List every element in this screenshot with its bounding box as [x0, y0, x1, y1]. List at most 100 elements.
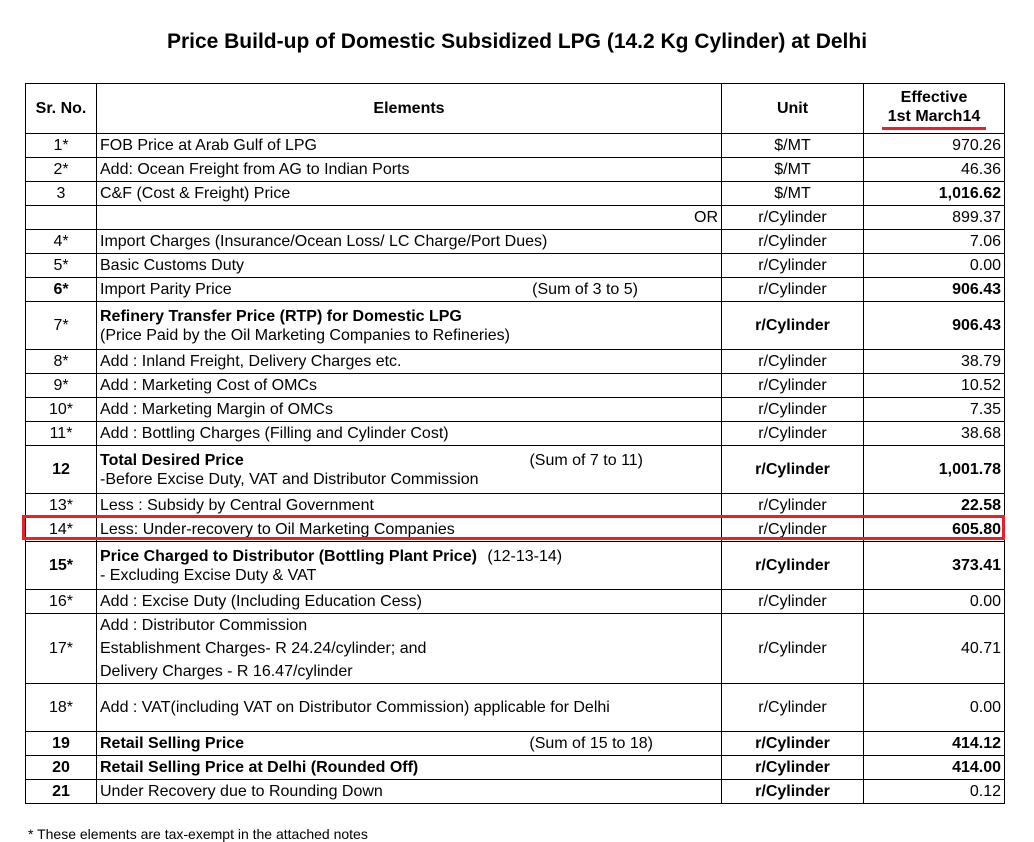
unit-cell: r/Cylinder: [721, 421, 864, 446]
header-sr-no: Sr. No.: [25, 83, 97, 134]
element-cell: Add: Ocean Freight from AG to Indian Por…: [96, 157, 722, 182]
unit-cell: r/Cylinder: [721, 779, 864, 804]
element-cell: Retail Selling Price at Delhi (Rounded O…: [96, 755, 722, 780]
value-cell: 38.68: [863, 421, 1005, 446]
value-cell: 414.00: [863, 755, 1005, 780]
value-cell: 970.26: [863, 133, 1005, 158]
value-cell: 1,001.78: [863, 445, 1005, 494]
table-row: 5* Basic Customs Duty r/Cylinder 0.00: [25, 253, 1005, 278]
element-line2: Establishment Charges- R 24.24/cylinder;…: [100, 640, 427, 657]
sr-cell: 7*: [25, 301, 97, 350]
sr-cell: 15*: [25, 541, 97, 590]
table-row: 4* Import Charges (Insurance/Ocean Loss/…: [25, 229, 1005, 254]
element-cell: Add : Inland Freight, Delivery Charges e…: [96, 349, 722, 374]
value-cell: 605.80: [863, 517, 1005, 542]
table-row: 8* Add : Inland Freight, Delivery Charge…: [25, 349, 1005, 374]
element-wrap: Total Desired Price (Sum of 7 to 11): [100, 451, 718, 470]
sr-cell: 5*: [25, 253, 97, 278]
value-cell: 0.00: [863, 683, 1005, 732]
value-cell: 7.06: [863, 229, 1005, 254]
element-cell: FOB Price at Arab Gulf of LPG: [96, 133, 722, 158]
sr-cell: 6*: [25, 277, 97, 302]
value-cell: 7.35: [863, 397, 1005, 422]
sr-cell: 4*: [25, 229, 97, 254]
sr-cell: 18*: [25, 683, 97, 732]
unit-cell: r/Cylinder: [721, 755, 864, 780]
unit-cell: r/Cylinder: [721, 349, 864, 374]
element-line2: - Excluding Excise Duty & VAT: [100, 566, 317, 584]
element-cell: Add : Excise Duty (Including Education C…: [96, 589, 722, 614]
element-cell: Import Charges (Insurance/Ocean Loss/ LC…: [96, 229, 722, 254]
value-cell: 414.12: [863, 731, 1005, 756]
unit-cell: r/Cylinder: [721, 589, 864, 614]
sr-cell: 12: [25, 445, 97, 494]
table-row: 10* Add : Marketing Margin of OMCs r/Cyl…: [25, 397, 1005, 422]
element-line1: Add : Distributor Commission: [100, 617, 308, 634]
value-cell: 373.41: [863, 541, 1005, 590]
header-effective-line1: Effective: [900, 88, 968, 106]
element-cell: Retail Selling Price (Sum of 15 to 18): [96, 731, 722, 756]
table-row: 12 Total Desired Price (Sum of 7 to 11) …: [25, 445, 1005, 494]
element-line1: Refinery Transfer Price (RTP) for Domest…: [100, 307, 462, 325]
element-cell: Add : Distributor Commission Establishme…: [96, 613, 722, 684]
element-note: (Sum of 7 to 11): [529, 451, 643, 469]
sr-cell: [25, 205, 97, 230]
unit-cell: r/Cylinder: [721, 613, 864, 684]
sr-cell: 2*: [25, 157, 97, 182]
header-unit: Unit: [721, 83, 864, 134]
table-row: 20 Retail Selling Price at Delhi (Rounde…: [25, 755, 1005, 780]
unit-cell: r/Cylinder: [721, 493, 864, 518]
unit-cell: r/Cylinder: [721, 229, 864, 254]
header-elements: Elements: [96, 83, 722, 134]
value-cell: 0.12: [863, 779, 1005, 804]
header-row: Sr. No. Elements Unit Effective 1st Marc…: [25, 83, 1005, 134]
sr-cell: 16*: [25, 589, 97, 614]
price-buildup-table: Sr. No. Elements Unit Effective 1st Marc…: [25, 83, 1005, 804]
sr-cell: 10*: [25, 397, 97, 422]
sr-cell: 17*: [25, 613, 97, 684]
element-wrap: Import Parity Price (Sum of 3 to 5): [100, 280, 718, 299]
unit-cell: r/Cylinder: [721, 445, 864, 494]
element-cell: Less: Under-recovery to Oil Marketing Co…: [96, 517, 722, 542]
element-cell: Price Charged to Distributor (Bottling P…: [96, 541, 722, 590]
element-line2: (Price Paid by the Oil Marketing Compani…: [100, 326, 510, 344]
unit-cell: r/Cylinder: [721, 517, 864, 542]
unit-cell: $/MT: [721, 133, 864, 158]
unit-cell: $/MT: [721, 181, 864, 206]
sr-cell: 8*: [25, 349, 97, 374]
value-cell: 0.00: [863, 253, 1005, 278]
element-cell: Refinery Transfer Price (RTP) for Domest…: [96, 301, 722, 350]
unit-cell: r/Cylinder: [721, 397, 864, 422]
unit-cell: r/Cylinder: [721, 277, 864, 302]
table-row: 6* Import Parity Price (Sum of 3 to 5) r…: [25, 277, 1005, 302]
table-row: 7* Refinery Transfer Price (RTP) for Dom…: [25, 301, 1005, 350]
value-cell: 1,016.62: [863, 181, 1005, 206]
header-effective-date: 1st March14: [881, 108, 987, 130]
value-cell: 899.37: [863, 205, 1005, 230]
value-cell: 22.58: [863, 493, 1005, 518]
element-text: Import Parity Price: [100, 281, 232, 298]
unit-cell: r/Cylinder: [721, 683, 864, 732]
element-line1: Total Desired Price: [100, 451, 244, 469]
sr-cell: 11*: [25, 421, 97, 446]
element-cell: Basic Customs Duty: [96, 253, 722, 278]
table-row: OR r/Cylinder 899.37: [25, 205, 1005, 230]
sr-cell: 19: [25, 731, 97, 756]
value-cell: 38.79: [863, 349, 1005, 374]
table-row: 15* Price Charged to Distributor (Bottli…: [25, 541, 1005, 590]
table-row-highlighted: 14* Less: Under-recovery to Oil Marketin…: [25, 517, 1005, 542]
unit-cell: r/Cylinder: [721, 301, 864, 350]
unit-cell: r/Cylinder: [721, 205, 864, 230]
unit-cell: r/Cylinder: [721, 253, 864, 278]
table-row: 21 Under Recovery due to Rounding Down r…: [25, 779, 1005, 804]
value-cell: 10.52: [863, 373, 1005, 398]
element-line3: Delivery Charges - R 16.47/cylinder: [100, 663, 353, 680]
sr-cell: 13*: [25, 493, 97, 518]
element-cell: Add : Marketing Cost of OMCs: [96, 373, 722, 398]
footnote: * These elements are tax-exempt in the a…: [28, 826, 368, 842]
element-line2: -Before Excise Duty, VAT and Distributor…: [100, 470, 479, 488]
element-cell: C&F (Cost & Freight) Price: [96, 181, 722, 206]
element-note: (12-13-14): [487, 547, 563, 565]
element-cell: Add : Bottling Charges (Filling and Cyli…: [96, 421, 722, 446]
header-effective: Effective 1st March14: [863, 83, 1005, 134]
